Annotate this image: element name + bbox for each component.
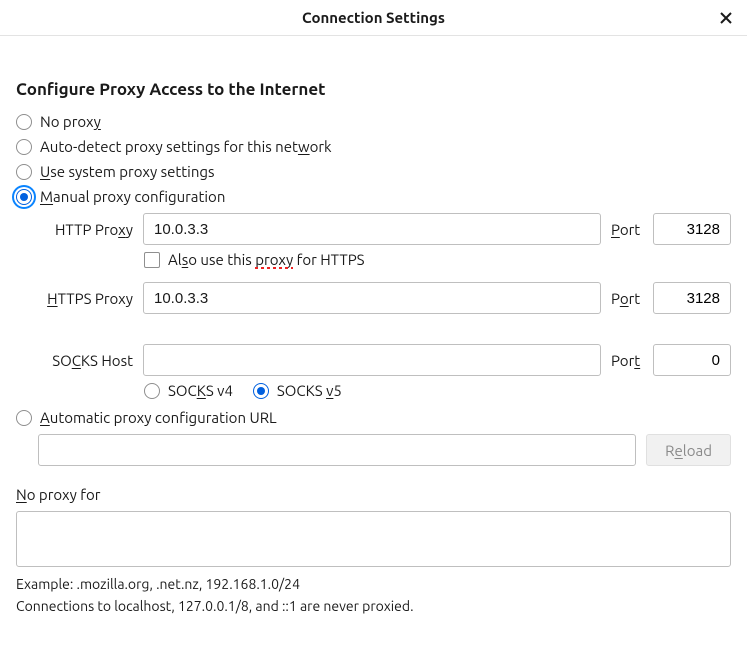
https-port-label: Port: [611, 290, 643, 307]
close-icon[interactable]: [717, 9, 735, 27]
radio-label: Auto-detect proxy settings for this netw…: [40, 138, 332, 155]
radio-auto-detect[interactable]: Auto-detect proxy settings for this netw…: [16, 138, 731, 155]
reload-button: Reload: [646, 434, 731, 466]
radio-label: SOCKS v5: [277, 382, 342, 399]
radio-icon: [16, 189, 32, 205]
radio-icon: [144, 383, 160, 399]
radio-system-proxy[interactable]: Use system proxy settings: [16, 163, 731, 180]
https-proxy-port-input[interactable]: [653, 282, 731, 314]
autoconf-url-row: Reload: [38, 434, 731, 466]
checkbox-icon: [144, 252, 160, 268]
socks-host-row: SOCKS Host Port: [38, 344, 731, 376]
http-proxy-port-input[interactable]: [653, 213, 731, 245]
socks-host-label: SOCKS Host: [38, 352, 133, 369]
radio-label: No proxy: [40, 113, 101, 130]
radio-socks-v4[interactable]: SOCKS v4: [144, 382, 233, 399]
socks-host-input[interactable]: [143, 344, 601, 376]
socks-version-group: SOCKS v4 SOCKS v5: [144, 382, 731, 399]
https-proxy-label: HTTPS Proxy: [38, 290, 133, 307]
http-proxy-label: HTTP Proxy: [38, 221, 133, 238]
titlebar: Connection Settings: [0, 0, 747, 36]
checkbox-also-https[interactable]: Also use this proxy for HTTPS: [144, 251, 731, 268]
socks-port-input[interactable]: [653, 344, 731, 376]
no-proxy-for-input[interactable]: [16, 511, 731, 567]
socks-port-label: Port: [611, 352, 643, 369]
https-proxy-row: HTTPS Proxy Port: [38, 282, 731, 314]
radio-manual-proxy[interactable]: Manual proxy configuration: [16, 188, 731, 205]
radio-icon: [16, 114, 32, 130]
radio-icon: [16, 164, 32, 180]
radio-icon: [253, 383, 269, 399]
https-proxy-host-input[interactable]: [143, 282, 601, 314]
radio-socks-v5[interactable]: SOCKS v5: [253, 382, 342, 399]
radio-autoconf-url[interactable]: Automatic proxy configuration URL: [16, 409, 731, 426]
radio-label: SOCKS v4: [168, 382, 233, 399]
section-heading: Configure Proxy Access to the Internet: [16, 80, 731, 99]
radio-no-proxy[interactable]: No proxy: [16, 113, 731, 130]
radio-icon: [16, 139, 32, 155]
no-proxy-example: Example: .mozilla.org, .net.nz, 192.168.…: [16, 576, 731, 592]
radio-icon: [16, 410, 32, 426]
window-title: Connection Settings: [302, 9, 445, 26]
content-area: Configure Proxy Access to the Internet N…: [0, 36, 747, 640]
checkbox-label: Also use this proxy for HTTPS: [168, 251, 365, 268]
http-proxy-host-input[interactable]: [143, 213, 601, 245]
no-proxy-note: Connections to localhost, 127.0.0.1/8, a…: [16, 598, 731, 614]
http-port-label: Port: [611, 221, 643, 238]
no-proxy-for-label: No proxy for: [16, 486, 731, 503]
radio-label: Manual proxy configuration: [40, 188, 225, 205]
http-proxy-row: HTTP Proxy Port: [38, 213, 731, 245]
radio-label: Use system proxy settings: [40, 163, 215, 180]
autoconf-url-input[interactable]: [38, 434, 636, 466]
radio-label: Automatic proxy configuration URL: [40, 409, 277, 426]
